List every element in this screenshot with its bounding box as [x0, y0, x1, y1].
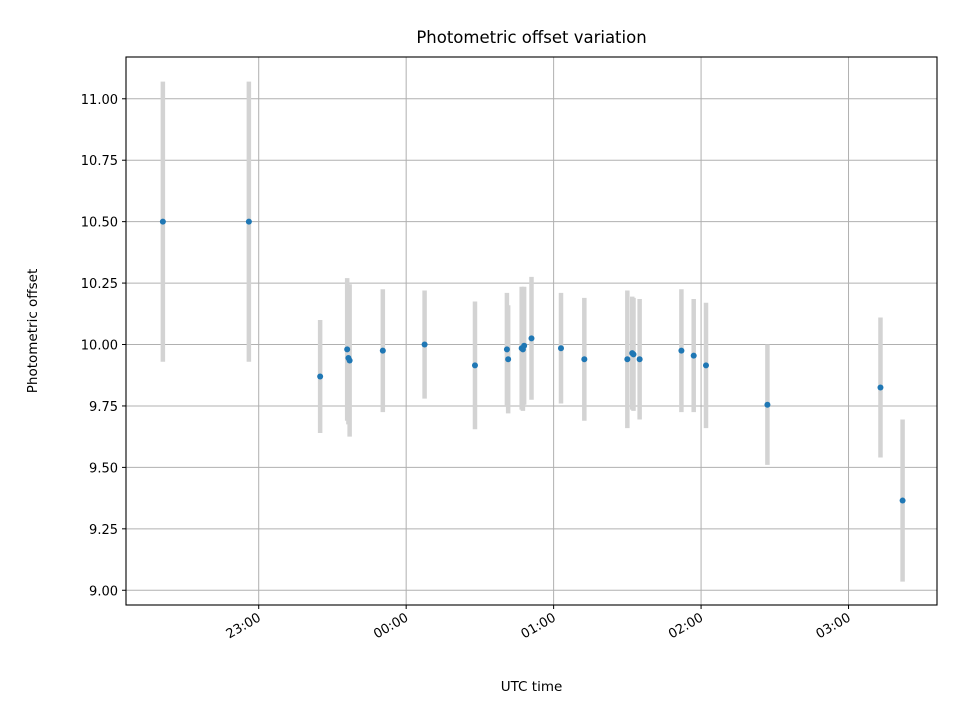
axis-ticks: 9.00 9.25 9.50 9.75 10.00 10.25 10.50 10.75 11.0…	[81, 93, 854, 642]
data-point	[421, 341, 428, 348]
error-bars	[160, 81, 905, 582]
data-point	[557, 345, 564, 352]
x-tick-label: 01:00	[519, 610, 559, 642]
data-point	[505, 356, 512, 363]
data-point	[678, 347, 685, 354]
data-point	[245, 218, 252, 225]
data-point	[877, 384, 884, 391]
data-point	[159, 218, 166, 225]
y-tick-label: 10.00	[81, 339, 118, 354]
y-tick-label: 10.50	[81, 216, 118, 231]
x-tick-label: 02:00	[666, 610, 706, 642]
data-point	[636, 356, 643, 363]
data-point	[471, 362, 478, 369]
data-point	[503, 346, 510, 353]
y-tick-label: 9.75	[89, 400, 118, 415]
data-point	[528, 335, 535, 342]
y-tick-label: 10.75	[81, 154, 118, 169]
x-tick-label: 03:00	[814, 610, 854, 642]
data-point	[344, 346, 351, 353]
y-tick-label: 11.00	[81, 93, 118, 108]
data-point	[581, 356, 588, 363]
chart-title: Photometric offset variation	[416, 28, 646, 47]
y-tick-label: 9.00	[89, 584, 118, 599]
data-point	[702, 362, 709, 369]
data-point	[521, 342, 528, 349]
data-point	[899, 497, 906, 504]
x-tick-label: 00:00	[371, 610, 411, 642]
x-tick-label: 23:00	[224, 610, 264, 642]
data-point	[624, 356, 631, 363]
plot-frame	[125, 56, 938, 606]
data-point	[690, 352, 697, 359]
x-axis-label: UTC time	[501, 679, 563, 695]
data-point	[630, 351, 637, 358]
y-tick-label: 9.25	[89, 523, 118, 538]
y-tick-label: 10.25	[81, 277, 118, 292]
y-axis-label: Photometric offset	[25, 269, 41, 393]
data-point	[346, 357, 353, 364]
data-point	[764, 401, 771, 408]
data-point	[379, 347, 386, 354]
data-point	[317, 373, 324, 380]
y-tick-label: 9.50	[89, 461, 118, 476]
data-points	[159, 218, 906, 504]
